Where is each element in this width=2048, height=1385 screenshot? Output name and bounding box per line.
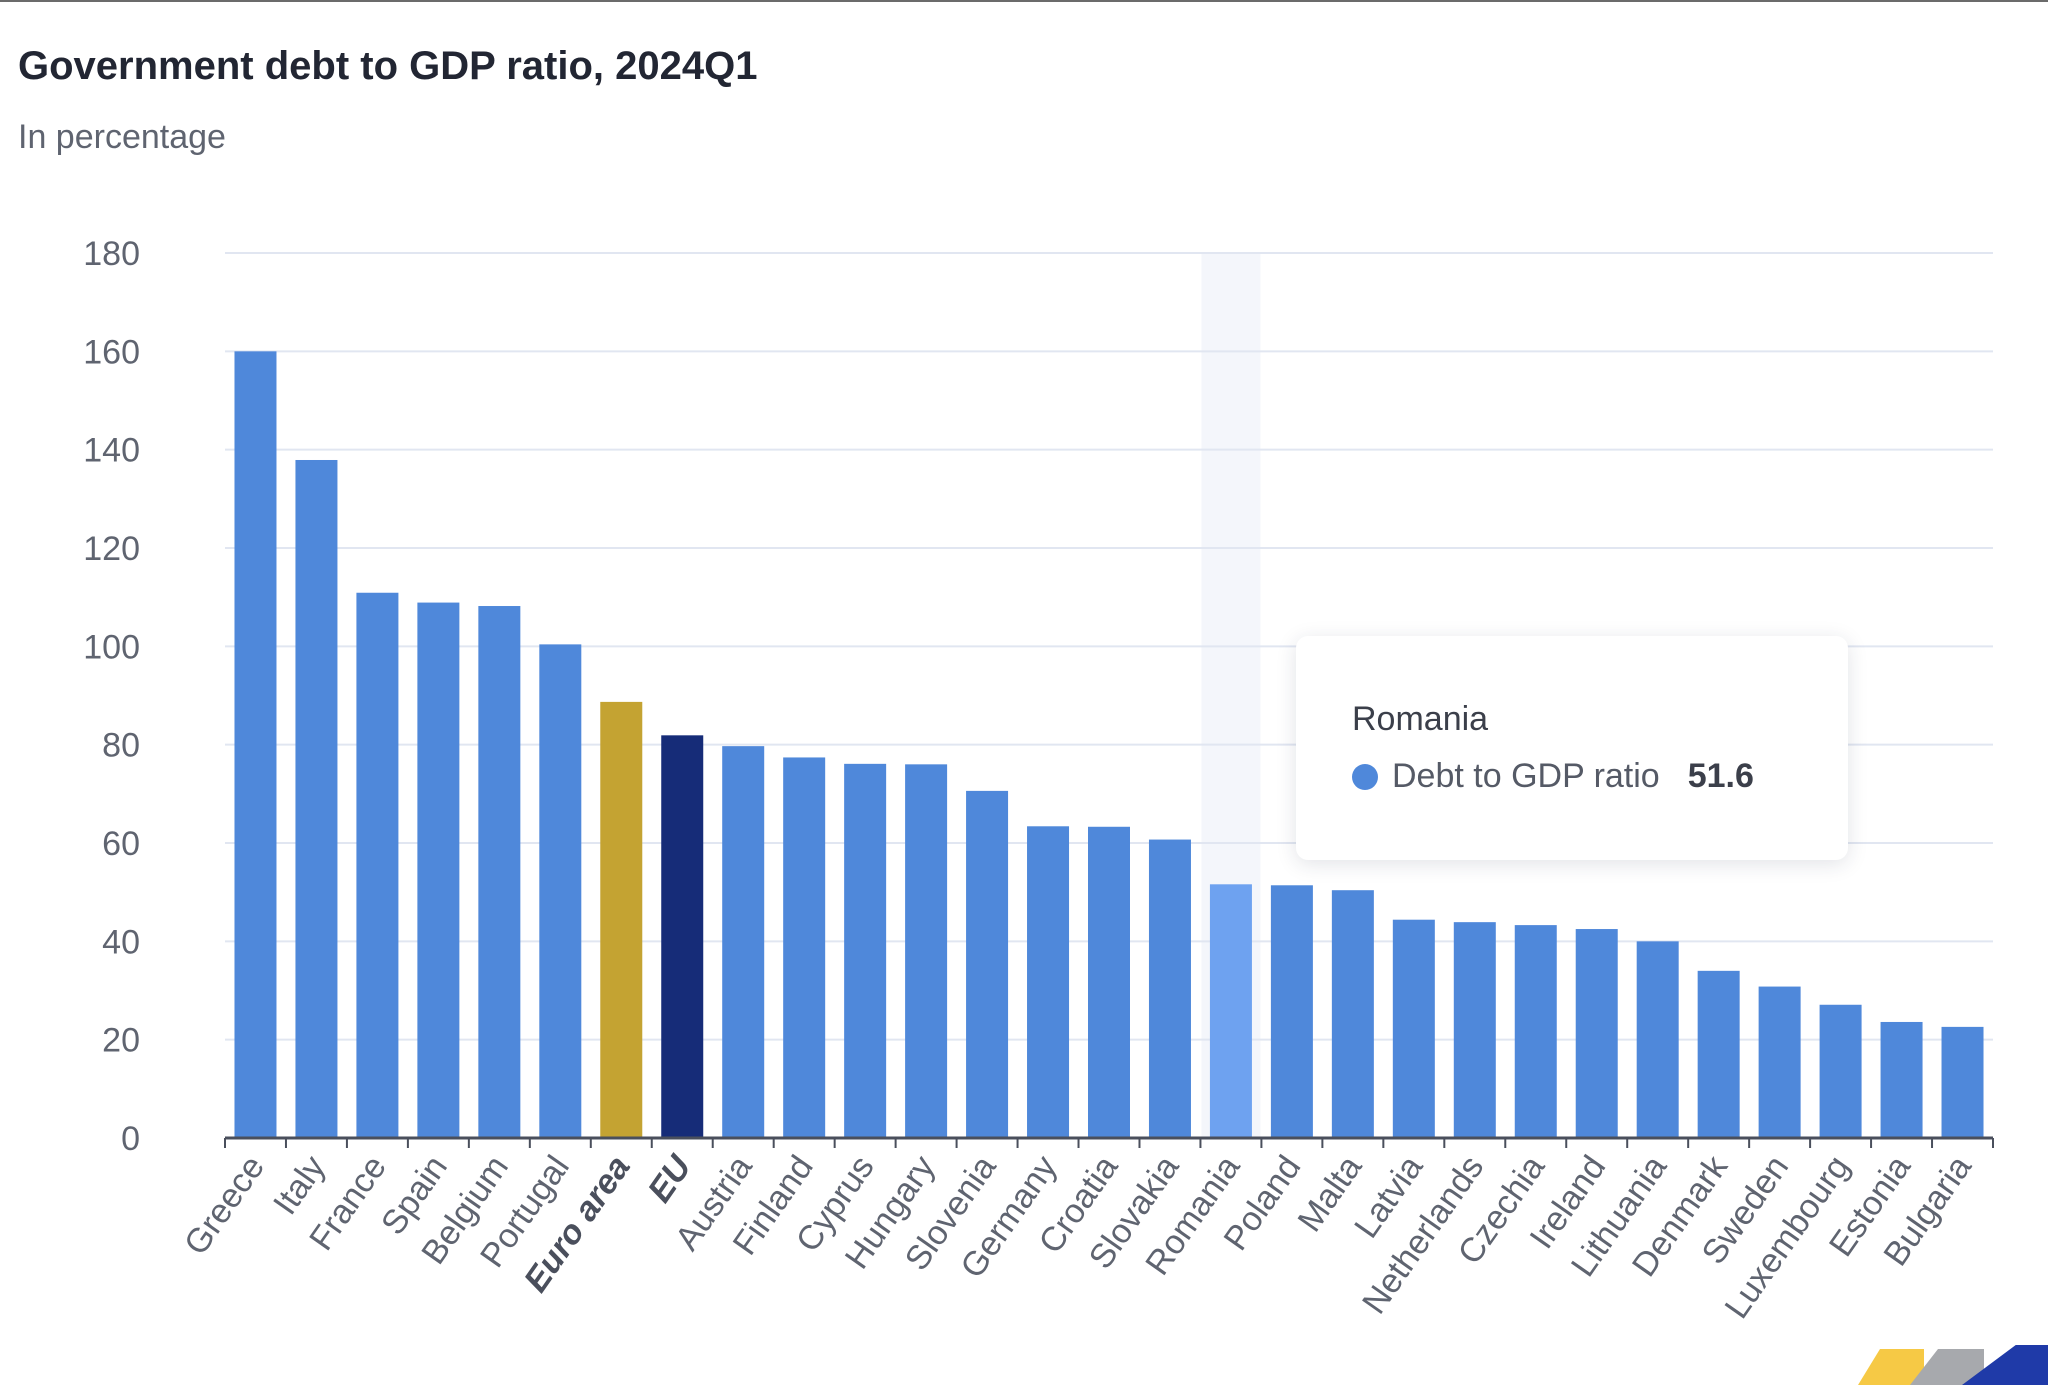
y-axis-ticks: 0 20 40 60 80 100 120 140 160 180 [83,235,140,1158]
bar-belgium[interactable] [478,606,521,1138]
bar-bulgaria[interactable] [1941,1026,1984,1138]
chart-title: Government debt to GDP ratio, 2024Q1 [18,44,758,88]
y-tick-label: 180 [83,235,140,273]
bar-italy[interactable] [295,459,338,1138]
bar-euro-area[interactable] [600,701,643,1138]
bar-spain[interactable] [417,602,460,1138]
top-rule [0,0,2048,2]
bar-slovakia[interactable] [1148,839,1191,1138]
y-tick-label: 140 [83,432,140,470]
y-tick-label: 120 [83,530,140,568]
tooltip-value: 51.6 [1687,757,1754,795]
bar-slovenia[interactable] [966,790,1009,1138]
brand-logo [1858,1345,2048,1385]
chart-subtitle: In percentage [18,118,226,156]
tooltip-row: Debt to GDP ratio 51.6 [1352,757,1848,796]
tooltip: Romania Debt to GDP ratio 51.6 [1296,636,1848,860]
bar-portugal[interactable] [539,644,582,1138]
y-tick-label: 160 [83,333,140,371]
bars [234,351,1984,1138]
bar-lithuania[interactable] [1636,941,1679,1138]
tooltip-category: Romania [1352,700,1489,738]
bar-eu[interactable] [661,735,704,1138]
bar-latvia[interactable] [1392,919,1435,1138]
y-tick-label: 100 [83,628,140,666]
bar-poland[interactable] [1270,885,1313,1138]
y-tick-label: 40 [102,923,140,961]
y-tick-label: 60 [102,825,140,863]
x-axis [224,1136,1994,1148]
bar-romania[interactable] [1209,884,1252,1138]
series-dot-icon [1352,763,1378,790]
x-tick-label: Greece [177,1149,272,1262]
tooltip-series-name: Debt to GDP ratio [1392,757,1660,795]
bar-austria[interactable] [722,746,765,1138]
bar-croatia[interactable] [1088,826,1130,1138]
y-tick-label: 20 [102,1022,140,1060]
bar-sweden[interactable] [1758,986,1801,1138]
bar-estonia[interactable] [1880,1021,1923,1138]
bar-netherlands[interactable] [1453,922,1496,1138]
bar-germany[interactable] [1027,826,1070,1138]
bar-france[interactable] [356,592,399,1138]
bar-hungary[interactable] [905,764,948,1138]
bar-ireland[interactable] [1575,929,1618,1138]
bar-greece[interactable] [234,351,277,1138]
y-tick-label: 0 [121,1120,140,1158]
bar-cyprus[interactable] [844,763,887,1138]
y-tick-label: 80 [102,727,140,765]
bar-denmark[interactable] [1697,970,1740,1138]
x-tick-label: EU [641,1148,700,1210]
bar-czechia[interactable] [1514,925,1557,1138]
x-axis-labels: GreeceItalyFranceSpainBelgiumPortugalEur… [177,1148,1979,1326]
bar-finland[interactable] [783,757,826,1138]
bar-luxembourg[interactable] [1819,1004,1862,1138]
bar-malta[interactable] [1331,890,1374,1138]
